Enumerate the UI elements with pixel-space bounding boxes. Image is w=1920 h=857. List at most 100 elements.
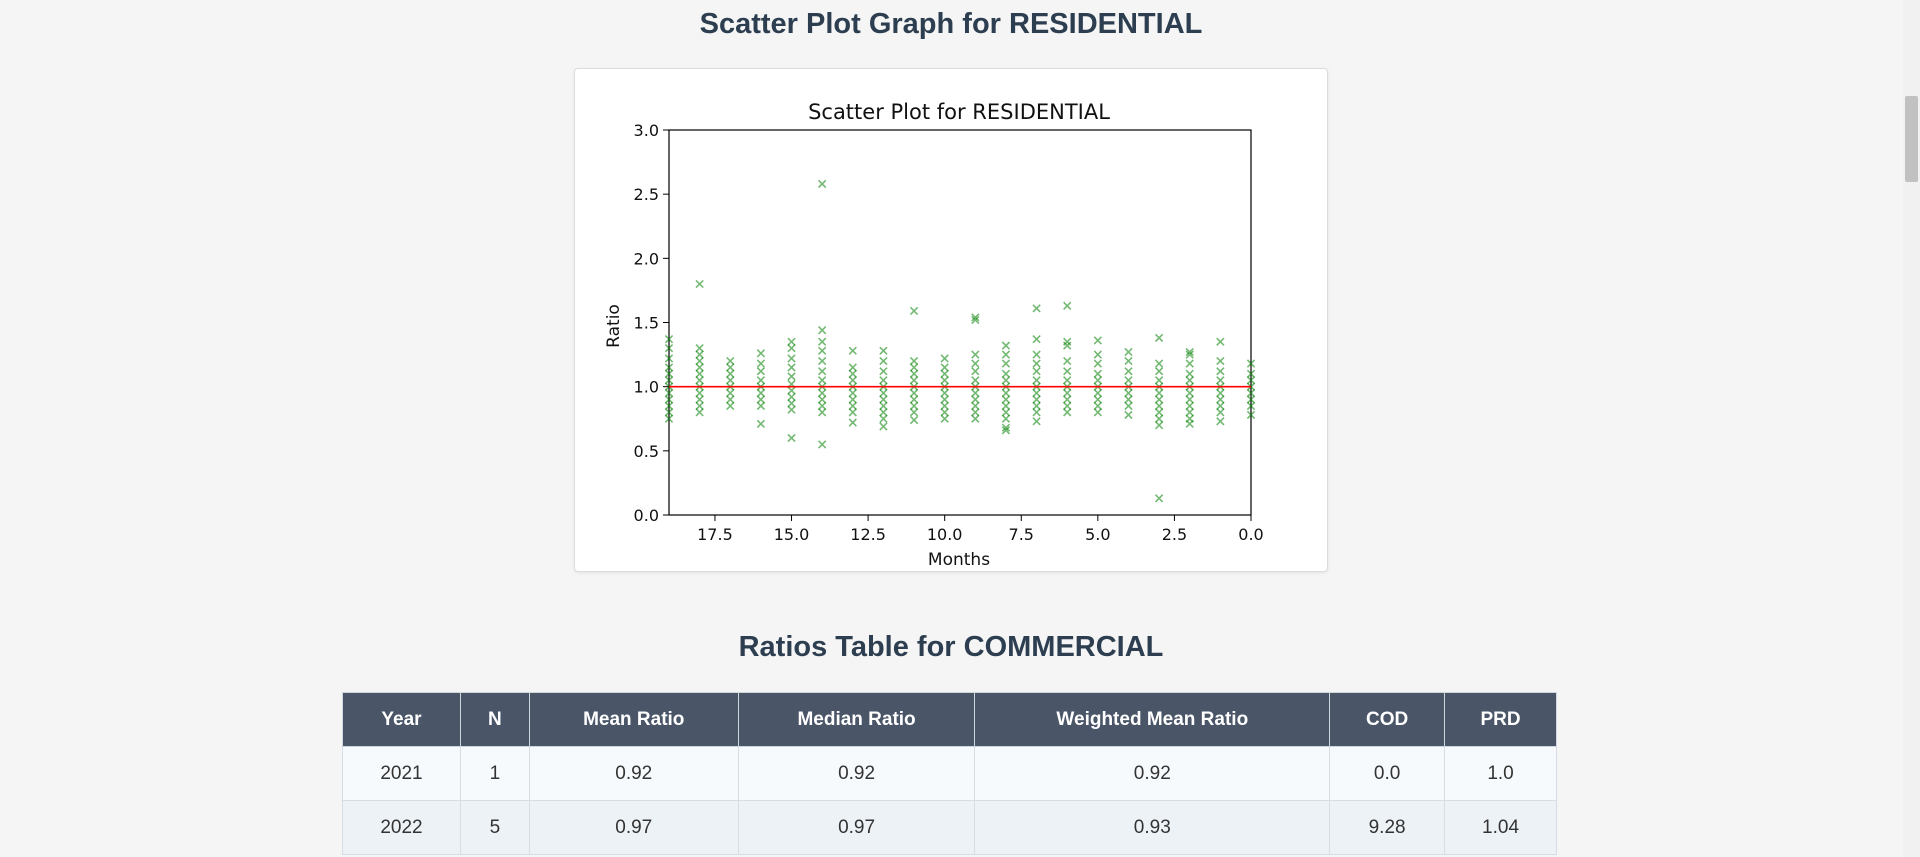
data-point — [1124, 347, 1133, 357]
data-point — [1093, 395, 1103, 404]
data-point — [1216, 388, 1225, 398]
data-point — [756, 388, 766, 398]
data-point — [1093, 376, 1103, 385]
data-point — [817, 337, 827, 346]
data-point — [1063, 367, 1072, 376]
scatter-chart: Scatter Plot for RESIDENTIAL Months Rati… — [604, 100, 1264, 570]
data-point — [1216, 417, 1225, 426]
data-point — [695, 395, 704, 404]
data-point — [726, 376, 735, 385]
data-point — [971, 408, 980, 417]
data-point — [787, 386, 796, 395]
data-point — [1093, 336, 1103, 345]
data-point — [879, 376, 888, 385]
data-point — [726, 395, 735, 404]
data-point — [909, 356, 919, 366]
data-point — [664, 408, 674, 417]
data-point — [1185, 388, 1194, 398]
data-point — [817, 326, 827, 335]
data-point — [909, 306, 919, 316]
column-header: Weighted Mean Ratio — [974, 692, 1331, 747]
table-cell: 0.92 — [974, 746, 1331, 801]
data-point — [817, 356, 827, 366]
x-tick-label: 5.0 — [1085, 525, 1110, 544]
table-cell: 0.92 — [737, 746, 976, 801]
data-point — [1032, 388, 1041, 398]
data-point — [879, 346, 888, 355]
data-point — [940, 376, 949, 385]
data-point — [664, 414, 674, 423]
scrollbar-thumb[interactable] — [1905, 96, 1918, 182]
data-point — [695, 356, 704, 366]
vertical-scrollbar[interactable] — [1903, 0, 1920, 857]
data-point — [1154, 401, 1164, 411]
data-point — [1185, 419, 1194, 429]
data-point — [1032, 417, 1041, 426]
data-point — [1216, 408, 1225, 417]
data-point — [1063, 341, 1072, 350]
data-point — [1001, 388, 1011, 398]
data-point — [817, 346, 827, 355]
x-tick-label: 17.5 — [697, 525, 733, 544]
chart-title: Scatter Plot for RESIDENTIAL — [808, 100, 1110, 124]
data-point — [879, 395, 888, 404]
column-header: Mean Ratio — [528, 692, 739, 747]
data-point — [1001, 395, 1011, 404]
data-point — [1001, 350, 1011, 359]
data-point — [1032, 401, 1041, 411]
data-point — [1154, 376, 1164, 385]
data-point — [848, 388, 857, 398]
data-point — [1001, 376, 1011, 385]
data-point — [1216, 401, 1225, 411]
data-point — [1185, 347, 1194, 357]
data-point — [1063, 388, 1072, 398]
data-point — [1001, 408, 1011, 417]
data-point — [1001, 423, 1011, 432]
data-point — [940, 388, 949, 398]
data-point — [909, 388, 919, 398]
data-point — [1063, 301, 1072, 310]
data-point — [909, 376, 919, 385]
data-point — [1032, 376, 1041, 385]
data-point — [1185, 408, 1194, 417]
data-point — [940, 354, 949, 363]
data-point — [1246, 359, 1256, 368]
data-point — [756, 419, 766, 429]
data-point — [971, 376, 980, 385]
data-point — [879, 367, 888, 376]
y-tick-label: 1.5 — [634, 314, 659, 333]
header-row: Year N Mean Ratio Median Ratio Weighted Mean… — [342, 692, 1557, 747]
data-point — [1246, 388, 1256, 398]
data-point — [1246, 410, 1256, 420]
data-point — [664, 401, 674, 411]
table-cell: 5 — [459, 800, 530, 855]
data-point — [1032, 304, 1041, 313]
data-point — [664, 344, 674, 353]
y-axis-ticks: 0.0 0.5 1.0 1.5 2.0 2.5 3.0 — [634, 121, 669, 525]
data-point — [817, 179, 827, 189]
table-cell: 0.92 — [528, 746, 739, 801]
data-point — [971, 350, 980, 359]
data-point — [1093, 350, 1103, 359]
data-point — [787, 337, 796, 346]
data-point — [909, 415, 919, 425]
data-point — [1124, 401, 1133, 411]
data-point — [909, 395, 919, 404]
data-point — [787, 392, 796, 402]
data-point — [1216, 376, 1225, 385]
x-tick-label: 0.0 — [1238, 525, 1263, 544]
column-header: PRD — [1444, 692, 1557, 747]
data-point — [1246, 376, 1256, 385]
data-point — [1032, 359, 1041, 368]
data-point — [848, 395, 857, 404]
data-point — [695, 279, 704, 289]
data-point — [664, 369, 674, 378]
table-cell: 0.0 — [1329, 746, 1446, 801]
column-header: Year — [342, 692, 461, 747]
x-tick-label: 15.0 — [774, 525, 810, 544]
data-point — [1185, 401, 1194, 411]
data-point — [1032, 395, 1041, 404]
data-point — [1154, 395, 1164, 404]
data-point — [1154, 359, 1164, 368]
